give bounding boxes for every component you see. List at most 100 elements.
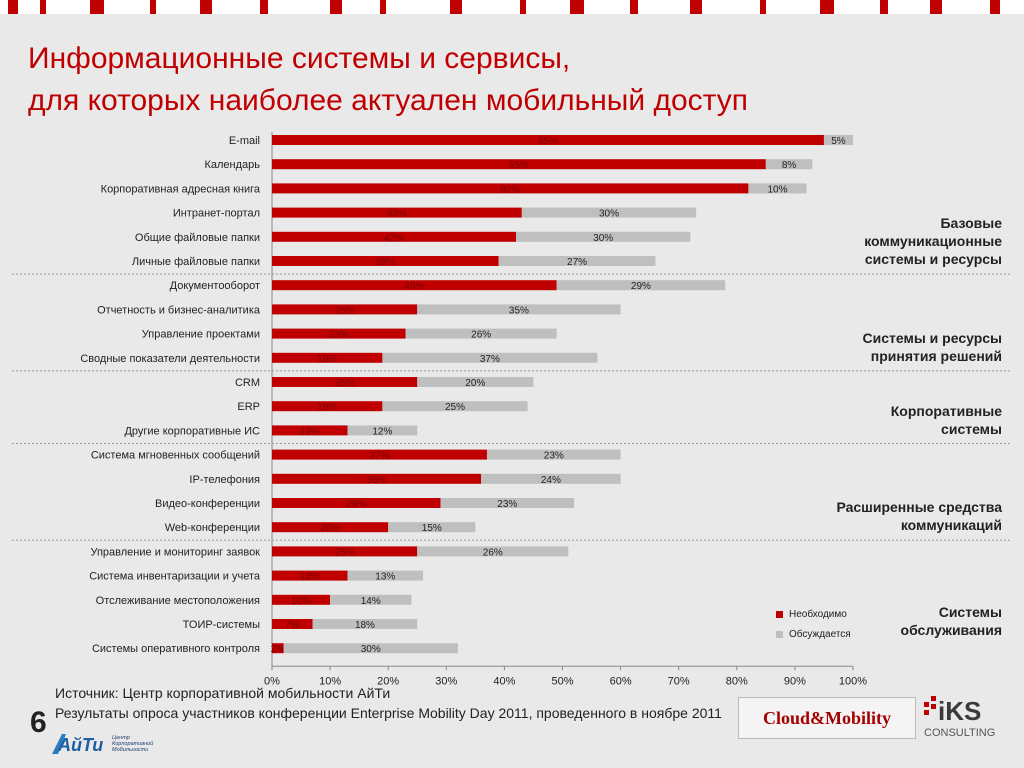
- title-line-2: для которых наиболее актуален мобильный …: [28, 84, 748, 117]
- data-label: 43%: [387, 209, 407, 220]
- data-label: 20%: [465, 378, 485, 389]
- data-label: 24%: [541, 475, 561, 486]
- data-label: 30%: [599, 209, 619, 220]
- category-label: ТОИР-системы: [183, 619, 260, 631]
- data-label: 25%: [445, 402, 465, 413]
- category-label: Система мгновенных сообщений: [91, 450, 260, 462]
- data-label: 37%: [480, 354, 500, 365]
- bar-necessary: [272, 619, 313, 629]
- group-label-decision-systems: Системы и ресурсы принятия решений: [862, 330, 1003, 364]
- bar-necessary: [272, 401, 383, 412]
- bar-necessary: [272, 425, 348, 436]
- category-label: Общие файловые папки: [135, 232, 260, 244]
- category-label: Система инвентаризации и учета: [89, 571, 261, 583]
- cloud-mobility-logo-text: Cloud&Mobility: [763, 708, 891, 728]
- bar-necessary: [272, 280, 557, 291]
- x-tick-label: 90%: [784, 675, 806, 687]
- decorative-top-strip: [0, 0, 1024, 14]
- data-label: 27%: [567, 257, 587, 268]
- data-label: 23%: [329, 330, 349, 341]
- data-label: 10%: [767, 184, 787, 195]
- data-label: 13%: [375, 572, 395, 583]
- bar-discussed: [382, 352, 598, 363]
- category-label: Корпоративная адресная книга: [101, 183, 261, 195]
- bar-necessary: [272, 546, 418, 557]
- data-label: 5%: [831, 136, 846, 147]
- bar-necessary: [272, 328, 406, 339]
- bar-necessary: [272, 522, 389, 533]
- bar-discussed: [516, 231, 691, 242]
- category-label: ERP: [237, 401, 260, 413]
- bar-discussed: [481, 473, 621, 484]
- data-label: 29%: [631, 281, 651, 292]
- bar-discussed: [498, 256, 656, 266]
- bar-discussed: [823, 135, 853, 145]
- category-label: CRM: [235, 377, 260, 389]
- bar-discussed: [347, 425, 418, 436]
- aiti-logo-text: АйТи: [57, 735, 103, 755]
- data-label: 15%: [422, 523, 442, 534]
- data-label: 36%: [367, 475, 387, 486]
- iks-consulting-logo: iKS CONSULTING: [924, 696, 995, 739]
- data-label: 82%: [500, 184, 520, 195]
- bar-discussed: [405, 328, 557, 339]
- group-label-service-systems: Системы обслуживания: [900, 604, 1002, 638]
- bar-necessary: [272, 304, 418, 315]
- x-tick-label: 0%: [264, 675, 280, 687]
- data-label: 49%: [404, 281, 424, 292]
- bar-necessary: [272, 159, 766, 170]
- data-label: 8%: [782, 160, 797, 171]
- bar-discussed: [486, 449, 621, 460]
- data-label: 35%: [509, 305, 529, 316]
- bar-necessary: [272, 473, 482, 484]
- data-label: 23%: [497, 499, 517, 510]
- source-line-1: Источник: Центр корпоративной мобильност…: [55, 685, 391, 701]
- data-label: 25%: [335, 378, 355, 389]
- x-tick-label: 80%: [726, 675, 748, 687]
- data-label: 26%: [483, 547, 503, 558]
- bar-necessary: [272, 207, 522, 218]
- page-number: 6: [30, 706, 47, 739]
- legend-swatch-necessary: [776, 610, 783, 618]
- data-label: 13%: [300, 426, 320, 437]
- x-tick-label: 20%: [377, 675, 399, 687]
- chart-legend: Необходимо Обсуждается: [776, 604, 851, 644]
- category-label: Управление проектами: [142, 329, 260, 341]
- category-label: Личные файловые папки: [132, 256, 260, 268]
- x-tick-label: 40%: [493, 675, 515, 687]
- data-label: 14%: [361, 596, 381, 607]
- data-label: 18%: [355, 620, 375, 631]
- data-label: 85%: [509, 160, 529, 171]
- bar-necessary: [272, 643, 284, 654]
- bar-discussed: [312, 619, 418, 629]
- data-label: 29%: [346, 499, 366, 510]
- category-label: Отчетность и бизнес-аналитика: [97, 304, 261, 316]
- data-label: 42%: [384, 233, 404, 244]
- source-line-2: Результаты опроса участников конференции…: [55, 705, 722, 721]
- bar-necessary: [272, 352, 383, 363]
- x-tick-label: 60%: [610, 675, 632, 687]
- bar-discussed: [765, 159, 813, 170]
- legend-label-discussed: Обсуждается: [789, 628, 851, 640]
- title-line-1: Информационные системы и сервисы,: [28, 42, 571, 75]
- bar-necessary: [272, 183, 749, 194]
- cloud-mobility-logo: Cloud&Mobility: [738, 697, 916, 739]
- category-label: Видео-конференции: [155, 498, 260, 510]
- x-tick-label: 70%: [668, 675, 690, 687]
- bar-discussed: [330, 594, 412, 605]
- bar-discussed: [417, 377, 534, 387]
- bar-necessary: [272, 135, 824, 145]
- category-label: E-mail: [229, 135, 260, 147]
- iks-logo-text: iKS: [938, 696, 981, 726]
- data-label: 2%: [271, 644, 286, 655]
- legend-label-necessary: Необходимо: [789, 608, 847, 620]
- group-label-basic-communications: Базовые коммуникационные системы и ресурсы: [864, 215, 1002, 267]
- data-label: 30%: [593, 233, 613, 244]
- category-label: Управление и мониторинг заявок: [90, 546, 260, 558]
- aiti-logo-sub-1: Центр: [112, 735, 130, 741]
- aiti-logo: АйТи Центр Корпоративной Мобильности: [52, 734, 153, 755]
- category-label: Системы оперативного контроля: [92, 643, 260, 655]
- data-label: 19%: [317, 402, 337, 413]
- group-label-corporate-systems: Корпоративные системы: [890, 403, 1002, 437]
